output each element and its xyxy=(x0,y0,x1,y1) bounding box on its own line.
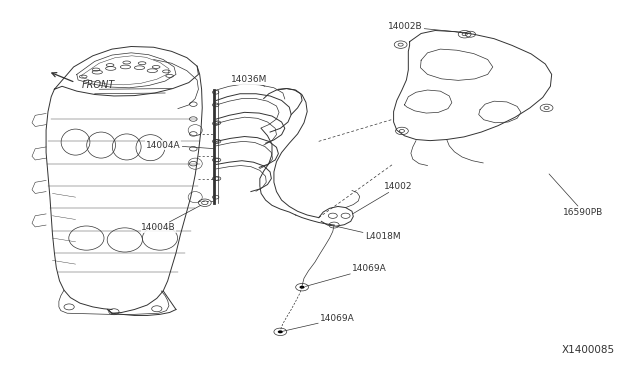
Text: 14002B: 14002B xyxy=(388,22,471,33)
Text: X1400085: X1400085 xyxy=(561,345,614,355)
Text: 14004B: 14004B xyxy=(141,205,201,232)
Text: 14069A: 14069A xyxy=(283,314,355,331)
Text: 14069A: 14069A xyxy=(305,264,387,286)
Circle shape xyxy=(278,330,283,333)
Text: L4018M: L4018M xyxy=(337,227,401,241)
Text: FRONT: FRONT xyxy=(82,80,115,90)
Circle shape xyxy=(300,286,305,289)
Text: 16590PB: 16590PB xyxy=(549,174,604,217)
Text: 14004A: 14004A xyxy=(146,141,214,150)
Text: 14036M: 14036M xyxy=(231,76,268,86)
Text: 14002: 14002 xyxy=(353,182,413,214)
